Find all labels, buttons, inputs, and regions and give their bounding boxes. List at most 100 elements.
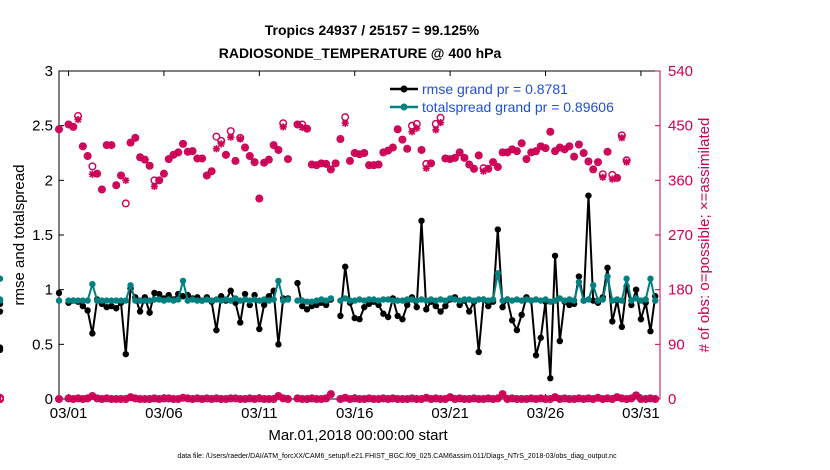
totalspread-point	[642, 296, 649, 303]
obs-assimilated-marker	[360, 149, 368, 157]
obs-assimilated-marker	[107, 141, 116, 149]
obs-assimilated-marker	[475, 151, 483, 160]
totalspread-point	[556, 295, 564, 302]
obs-assimilated-marker	[160, 170, 168, 178]
asterisk-stroke	[198, 155, 206, 162]
obs-assimilated_low-marker	[312, 395, 321, 403]
asterisk-stroke	[437, 395, 444, 403]
asterisk-stroke	[70, 395, 77, 403]
asterisk-stroke	[322, 395, 330, 402]
obs-assimilated-marker	[498, 148, 507, 156]
obs-assimilated_low-marker	[498, 390, 507, 398]
obs-assimilated-marker	[394, 125, 402, 133]
obs-assimilated-marker	[150, 182, 158, 191]
y2-axis-label: # of obs: o=possible; ×=assimilated	[696, 118, 713, 353]
asterisk-stroke	[523, 395, 530, 403]
totalspread-point	[318, 296, 325, 303]
obs-assimilated_low-marker	[241, 395, 249, 403]
totalspread-point	[132, 297, 139, 304]
asterisk-stroke	[132, 134, 139, 142]
obs-count-markers	[0, 111, 660, 404]
totalspread-point	[346, 297, 354, 304]
totalspread-point	[251, 296, 258, 303]
asterisk-stroke	[599, 395, 607, 403]
obs-assimilated-marker	[565, 142, 573, 150]
rmse-point	[260, 301, 268, 309]
rmse-point	[122, 350, 129, 358]
obs-assimilated-marker	[427, 159, 435, 167]
asterisk-stroke	[356, 395, 363, 403]
obs-assimilated-marker	[551, 147, 559, 155]
x-tick-label: 03/26	[527, 405, 565, 422]
totalspread-point	[528, 297, 535, 304]
y-tick-label: 2.5	[32, 118, 53, 135]
totalspread-point	[175, 296, 182, 303]
totalspread-point	[179, 277, 187, 285]
obs-assimilated-marker	[403, 145, 411, 153]
totalspread-point	[513, 296, 521, 303]
asterisk-stroke	[270, 141, 277, 149]
y-tick-label: 1	[45, 282, 53, 299]
totalspread-point	[98, 297, 106, 304]
totalspread-point	[113, 297, 120, 304]
rmse-point	[251, 291, 258, 299]
rmse-point	[0, 308, 4, 315]
asterisk-stroke	[403, 395, 411, 403]
totalspread-point	[151, 296, 158, 303]
asterisk-stroke	[494, 163, 502, 171]
totalspread-point	[389, 297, 397, 304]
totalspread-point	[403, 296, 411, 303]
totalspread-point	[647, 275, 654, 282]
asterisk-stroke	[489, 395, 497, 403]
rmse-point	[337, 312, 344, 320]
obs-assimilated-marker	[355, 150, 364, 158]
obs-assimilated-marker	[188, 147, 197, 155]
obs-assimilated-marker	[432, 126, 440, 134]
asterisk-stroke	[551, 393, 559, 401]
rmse-point	[432, 302, 440, 310]
totalspread-point	[399, 297, 406, 304]
totalspread-point	[65, 297, 72, 304]
asterisk-stroke	[418, 146, 425, 154]
x-tick-label: 03/31	[622, 405, 660, 422]
obs-assimilated-marker	[413, 124, 421, 132]
totalspread-point	[232, 295, 239, 302]
obs-assimilated-marker	[384, 146, 392, 155]
rmse-point	[456, 301, 463, 309]
totalspread-point	[508, 297, 516, 304]
totalspread-point	[213, 296, 220, 303]
totalspread-point	[308, 298, 316, 305]
asterisk-stroke	[236, 135, 244, 143]
asterisk-stroke	[265, 395, 273, 403]
asterisk-stroke	[423, 394, 430, 402]
asterisk-stroke	[236, 395, 244, 403]
rmse-point	[303, 306, 311, 313]
totalspread-point	[313, 297, 320, 304]
asterisk-stroke	[594, 158, 602, 166]
rmse-point	[103, 303, 110, 311]
asterisk-stroke	[203, 172, 211, 179]
totalspread-point	[499, 297, 506, 304]
asterisk-stroke	[318, 395, 325, 403]
rmse-point	[275, 341, 282, 348]
asterisk-stroke	[98, 186, 106, 193]
totalspread-point	[222, 296, 230, 303]
asterisk-stroke	[389, 144, 397, 151]
asterisk-stroke	[623, 395, 630, 403]
asterisk-stroke	[642, 395, 649, 403]
asterisk-stroke	[155, 395, 163, 403]
asterisk-stroke	[246, 152, 254, 160]
totalspread-point	[217, 297, 225, 304]
y-tick-label: 0	[45, 391, 53, 408]
asterisk-stroke	[341, 394, 349, 402]
asterisk-stroke	[298, 124, 306, 131]
asterisk-stroke	[504, 149, 511, 156]
asterisk-stroke	[241, 144, 249, 151]
x-tick-label: 03/01	[50, 405, 88, 422]
obs-assimilated-marker	[456, 148, 464, 156]
obs-assimilated-marker	[93, 170, 101, 178]
asterisk-stroke	[151, 183, 158, 190]
asterisk-stroke	[432, 126, 440, 134]
asterisk-stroke	[275, 146, 282, 154]
